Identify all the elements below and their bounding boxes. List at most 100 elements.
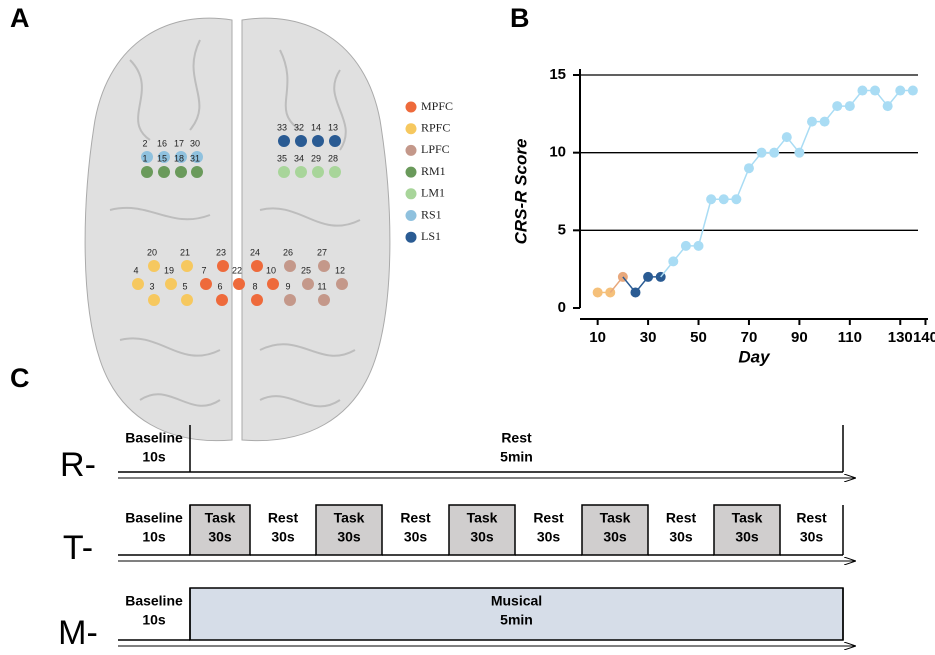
channel-label: 16 [157,138,167,148]
x-tick-label: 130 [888,329,913,346]
left-hemisphere [84,17,233,442]
segment-name: Baseline [125,593,183,609]
channel [191,166,203,178]
x-tick-label: 10 [589,329,606,346]
channel-label: 12 [335,265,345,275]
point [907,85,918,96]
channel [191,151,203,163]
channel-label: 21 [180,247,190,257]
channel [165,278,177,290]
channel-label: 14 [311,122,321,132]
point [769,147,780,158]
segment-name: Task [334,510,365,526]
segment-name: Rest [501,430,532,446]
channel [284,294,296,306]
segment-duration: 10s [142,449,166,465]
y-tick-label: 15 [549,66,566,83]
channel-label: 7 [201,265,206,275]
channel-label: 20 [147,247,157,257]
point [794,147,805,158]
block [189,587,844,641]
legend-swatch [405,231,417,243]
channel [284,260,296,272]
channel-label: 32 [294,122,304,132]
x-tick-label: 30 [640,329,657,346]
segment-duration: 30s [537,529,561,545]
segment-name: Musical [491,593,542,609]
row-label: T- [63,529,93,567]
row-label: R- [60,446,96,484]
legend-label: LM1 [421,186,445,200]
channel-label: 6 [217,281,222,291]
channel-label: 13 [328,122,338,132]
segment-duration: 30s [271,529,295,545]
point [706,194,717,205]
channel [148,260,160,272]
channel-label: 33 [277,122,287,132]
channel [295,135,307,147]
x-tick-label: 50 [690,329,707,346]
point [857,85,868,96]
channel-label: 19 [164,265,174,275]
channel [148,294,160,306]
segment-duration: 30s [800,529,824,545]
channel [158,151,170,163]
legend-swatch [405,144,417,156]
legend-swatch [405,123,417,135]
channel [278,135,290,147]
panel-label: C [10,363,30,393]
channel-label: 15 [157,153,167,163]
channel [233,278,245,290]
segment-name: Task [205,510,236,526]
channel-label: 34 [294,153,304,163]
channel [141,166,153,178]
point [756,147,767,158]
channel-label: 30 [190,138,200,148]
segment-duration: 5min [500,612,533,628]
channel [175,151,187,163]
panel-label: A [10,3,30,33]
segment-duration: 30s [603,529,627,545]
channel [132,278,144,290]
point [781,132,792,143]
channel [175,166,187,178]
channel-label: 35 [277,153,287,163]
segment-name: Rest [796,510,827,526]
channel [312,135,324,147]
row-label: M- [58,614,98,652]
point [693,240,704,251]
x-tick-label: 110 [838,329,862,346]
channel-label: 22 [232,265,242,275]
point [807,116,817,127]
line [622,276,661,294]
channel [251,260,263,272]
right-hemisphere [241,17,391,442]
channel [295,166,307,178]
channel [251,294,263,306]
channel-label: 5 [182,281,187,291]
segment-name: Rest [268,510,299,526]
channel-label: 26 [283,247,293,257]
point [895,85,906,96]
x-tick-label: 70 [741,329,758,346]
y-tick-label: 5 [558,221,566,238]
channel [267,278,279,290]
block [448,504,516,556]
x-tick-label: 90 [791,329,808,346]
channel-label: 17 [174,138,184,148]
legend-label: MPFC [421,99,453,113]
channel [329,135,341,147]
legend-swatch [405,188,417,200]
panel-label: B [510,3,530,33]
point [668,256,679,267]
y-tick-label: 0 [558,299,566,316]
channel [158,166,170,178]
channel-label: 9 [285,281,290,291]
segment-duration: 30s [669,529,693,545]
channel-label: 10 [266,265,276,275]
point [870,85,881,96]
channel-label: 25 [301,265,311,275]
segment-duration: 5min [500,449,533,465]
segment-duration: 10s [142,612,166,628]
